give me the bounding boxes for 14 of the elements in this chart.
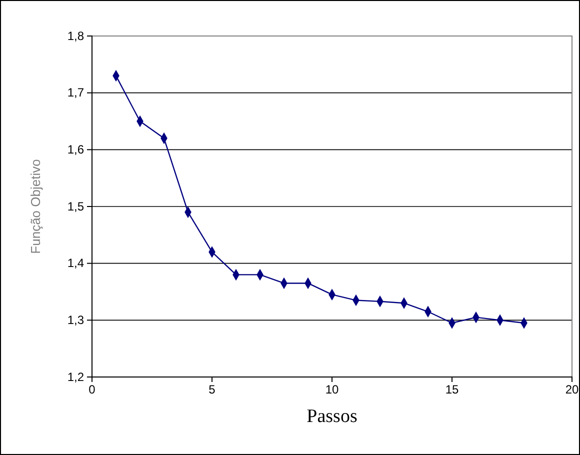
y-tick-label: 1,7 (67, 86, 84, 100)
y-tick-label: 1,8 (67, 28, 84, 43)
y-tick-label: 1,6 (67, 142, 84, 157)
x-tick-label: 0 (88, 382, 96, 397)
y-tick-label: 1,2 (67, 370, 84, 384)
y-tick-label: 1,4 (67, 256, 84, 270)
x-tick-label: 5 (208, 382, 216, 397)
x-tick-label: 15 (445, 382, 459, 397)
x-axis-title: Passos (306, 406, 358, 427)
y-tick-label: 1,5 (67, 199, 84, 214)
y-tick-label: 1,3 (67, 313, 84, 328)
x-tick-label: 10 (325, 382, 339, 397)
y-axis-title: Função Objetivo (28, 159, 43, 254)
x-tick-label: 20 (565, 382, 579, 397)
